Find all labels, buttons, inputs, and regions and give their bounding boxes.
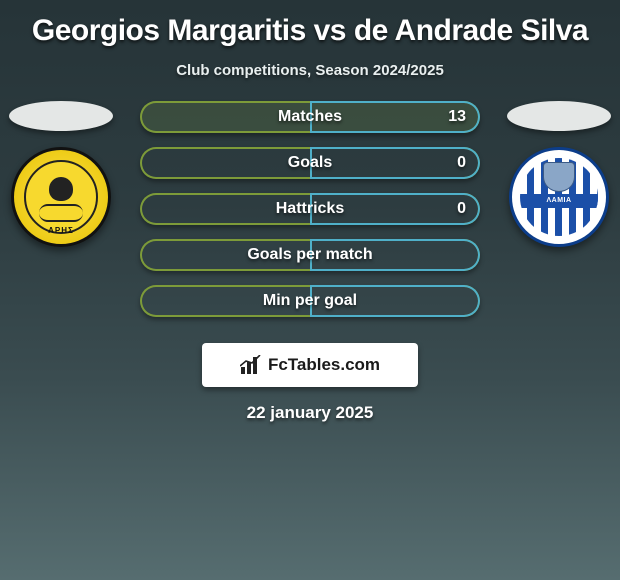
player-left-avatar-placeholder — [9, 101, 113, 131]
brand-chart-icon — [240, 355, 262, 375]
club-badge-right-inner: ΛΑΜΙΑ — [520, 158, 598, 236]
brand-box: FcTables.com — [202, 343, 418, 387]
stat-row: Hattricks0 — [140, 193, 480, 225]
stat-row-right-border — [310, 147, 480, 179]
club-badge-left-text: ΑΡΗΣ — [26, 226, 96, 235]
page-title: Georgios Margaritis vs de Andrade Silva — [0, 0, 620, 48]
comparison-card: Georgios Margaritis vs de Andrade Silva … — [0, 0, 620, 580]
stat-row: Matches13 — [140, 101, 480, 133]
stat-row: Min per goal — [140, 285, 480, 317]
subtitle: Club competitions, Season 2024/2025 — [0, 62, 620, 79]
club-badge-right: ΛΑΜΙΑ — [509, 147, 609, 247]
club-badge-left: ΑΡΗΣ — [11, 147, 111, 247]
content-area: ΑΡΗΣ ΛΑΜΙΑ Matches13 Goals0 Hattricks0 Goal… — [0, 101, 620, 331]
stat-row-right-border — [310, 285, 480, 317]
stats-list: Matches13 Goals0 Hattricks0 Goals per match… — [140, 101, 480, 331]
stat-row: Goals0 — [140, 147, 480, 179]
brand-text: FcTables.com — [268, 355, 380, 375]
stat-row-right-border — [310, 101, 480, 133]
stat-row-right-border — [310, 239, 480, 271]
player-right-column: ΛΑΜΙΑ — [504, 101, 614, 247]
date-text: 22 january 2025 — [0, 403, 620, 423]
player-left-column: ΑΡΗΣ — [6, 101, 116, 247]
stat-row-right-border — [310, 193, 480, 225]
club-badge-right-text: ΛΑΜΙΑ — [520, 194, 598, 208]
player-right-avatar-placeholder — [507, 101, 611, 131]
stat-row: Goals per match — [140, 239, 480, 271]
club-badge-left-inner: ΑΡΗΣ — [24, 160, 98, 234]
